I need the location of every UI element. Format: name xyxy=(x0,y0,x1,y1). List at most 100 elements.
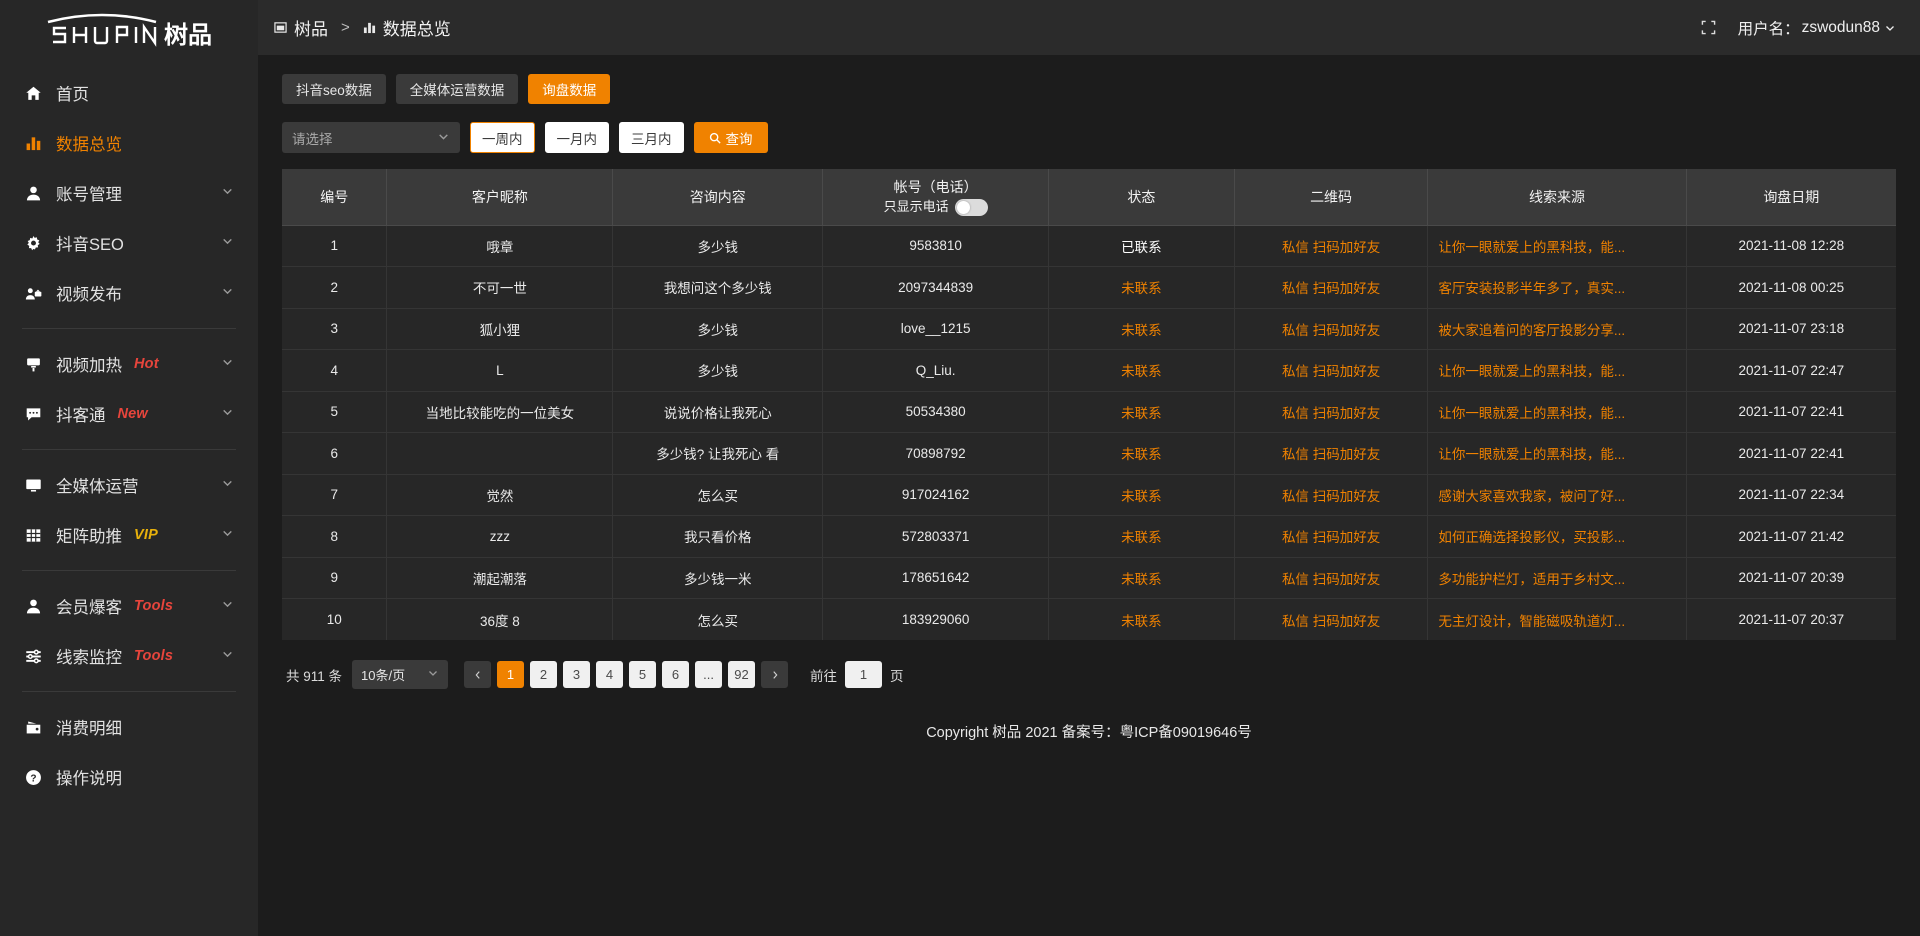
cell-qr[interactable]: 私信 扫码加好友 xyxy=(1234,557,1429,599)
sidebar-item-label: 数据总览 xyxy=(56,136,122,154)
cell-source[interactable]: 让你一眼就爱上的黑科技，能... xyxy=(1427,349,1687,392)
table-row[interactable]: 7 觉然 怎么买 917024162 未联系 私信 扫码加好友 感谢大家喜欢我家，被问了好.… xyxy=(282,474,1896,516)
pagination-page-92[interactable]: 92 xyxy=(728,661,756,688)
sidebar-item-4[interactable]: 视频发布 xyxy=(0,268,258,318)
cell-qr[interactable]: 私信 扫码加好友 xyxy=(1234,474,1429,516)
cell-source[interactable]: 让你一眼就爱上的黑科技，能... xyxy=(1427,432,1687,475)
inquiry-table: 编号 客户昵称 咨询内容 帐号（电话） 只显示电话 xyxy=(282,169,1896,640)
breadcrumb: 树品 > 数据总览 xyxy=(274,15,451,40)
sidebar-item-label: 全媒体运营 xyxy=(56,478,139,496)
col-header-inquiry[interactable]: 咨询内容 xyxy=(612,169,824,226)
monitor-icon xyxy=(22,477,44,494)
table-row[interactable]: 3 狐小狸 多少钱 love__1215 未联系 私信 扫码加好友 被大家追着问的客厅投影分… xyxy=(282,308,1896,350)
pagination-page-...[interactable]: ... xyxy=(695,661,723,688)
topbar: 树品 > 数据总览 用户名： zswodun88 xyxy=(258,0,1920,56)
sidebar-item-7[interactable]: 全媒体运营 xyxy=(0,460,258,510)
sidebar-item-2[interactable]: 账号管理 xyxy=(0,168,258,218)
chevron-down-icon[interactable] xyxy=(221,647,234,666)
breadcrumb-item-current[interactable]: 数据总览 xyxy=(363,15,451,40)
tab-2[interactable]: 询盘数据 xyxy=(528,74,611,104)
cell-qr[interactable]: 私信 扫码加好友 xyxy=(1234,598,1429,640)
sidebar-item-8[interactable]: 矩阵助推 VIP xyxy=(0,510,258,560)
sidebar-item-0[interactable]: 首页 xyxy=(0,68,258,118)
sidebar-item-9[interactable]: 会员爆客 Tools xyxy=(0,581,258,631)
pagination-page-3[interactable]: 3 xyxy=(563,661,591,688)
cell-qr[interactable]: 私信 扫码加好友 xyxy=(1234,349,1429,392)
date-range-button-1[interactable]: 一月内 xyxy=(544,122,609,153)
table-row[interactable]: 8 zzz 我只看价格 572803371 未联系 私信 扫码加好友 如何正确选择投影仪，买… xyxy=(282,515,1896,558)
cell-source[interactable]: 让你一眼就爱上的黑科技，能... xyxy=(1427,391,1687,433)
cell-source[interactable]: 感谢大家喜欢我家，被问了好... xyxy=(1427,474,1687,516)
table-row[interactable]: 1 哦章 多少钱 9583810 已联系 私信 扫码加好友 让你一眼就爱上的黑科技，能...… xyxy=(282,225,1896,267)
cell-qr[interactable]: 私信 扫码加好友 xyxy=(1234,391,1429,433)
cell-source[interactable]: 多功能护栏灯，适用于乡村文... xyxy=(1427,557,1687,599)
tab-1[interactable]: 全媒体运营数据 xyxy=(395,74,519,104)
sidebar-item-1[interactable]: 数据总览 xyxy=(0,118,258,168)
sidebar-item-6[interactable]: 抖客通 New xyxy=(0,389,258,439)
cell-id: 6 xyxy=(282,432,388,475)
cell-qr[interactable]: 私信 扫码加好友 xyxy=(1234,308,1429,350)
pagination-page-1[interactable]: 1 xyxy=(497,661,525,688)
table-row[interactable]: 2 不可一世 我想问这个多少钱 2097344839 未联系 私信 扫码加好友 客厅安装投影… xyxy=(282,266,1896,309)
col-header-status[interactable]: 状态 xyxy=(1048,169,1235,226)
pagination-page-2[interactable]: 2 xyxy=(530,661,558,688)
cell-qr[interactable]: 私信 扫码加好友 xyxy=(1234,225,1429,267)
chevron-down-icon[interactable] xyxy=(221,284,234,303)
cell-qr[interactable]: 私信 扫码加好友 xyxy=(1234,266,1429,309)
pagination-prev[interactable] xyxy=(464,661,492,688)
sidebar-item-10[interactable]: 线索监控 Tools xyxy=(0,631,258,681)
cell-source[interactable]: 客厅安装投影半年多了，真实... xyxy=(1427,266,1687,309)
pagination-jump-input[interactable]: 1 xyxy=(845,661,883,688)
col-header-date[interactable]: 询盘日期 xyxy=(1686,169,1896,226)
sidebar-item-12[interactable]: ? 操作说明 xyxy=(0,752,258,802)
cell-source[interactable]: 让你一眼就爱上的黑科技，能... xyxy=(1427,225,1687,267)
source-select[interactable]: 请选择 xyxy=(282,122,460,153)
cell-source[interactable]: 被大家追着问的客厅投影分享... xyxy=(1427,308,1687,350)
page-size-select[interactable]: 10条/页 xyxy=(352,660,449,689)
chevron-down-icon[interactable] xyxy=(221,476,234,495)
table-row[interactable]: 10 36度 8 怎么买 183929060 未联系 私信 扫码加好友 无主灯设计，智能磁吸… xyxy=(282,598,1896,640)
cell-nickname: 36度 8 xyxy=(386,598,614,640)
cell-source[interactable]: 无主灯设计，智能磁吸轨道灯... xyxy=(1427,598,1687,640)
cell-qr[interactable]: 私信 扫码加好友 xyxy=(1234,432,1429,475)
user-menu[interactable]: 用户名： zswodun88 xyxy=(1738,17,1896,39)
cell-inquiry: 多少钱 xyxy=(612,349,824,392)
pagination-jump-unit: 页 xyxy=(890,668,904,684)
col-header-nickname[interactable]: 客户昵称 xyxy=(386,169,614,226)
table-row[interactable]: 6 多少钱? 让我死心 看 70898792 未联系 私信 扫码加好友 让你一眼就爱上的黑… xyxy=(282,432,1896,475)
brand-logo[interactable]: 树品 xyxy=(0,0,258,56)
pagination-next[interactable] xyxy=(761,661,789,688)
tab-0[interactable]: 抖音seo数据 xyxy=(282,74,386,104)
pagination-jump: 前往 1 页 xyxy=(810,661,904,688)
pagination-page-5[interactable]: 5 xyxy=(629,661,657,688)
chevron-down-icon[interactable] xyxy=(221,526,234,545)
pagination-page-6[interactable]: 6 xyxy=(662,661,690,688)
cell-date: 2021-11-07 22:41 xyxy=(1686,391,1896,433)
chevron-down-icon[interactable] xyxy=(221,597,234,616)
chevron-down-icon[interactable] xyxy=(221,234,234,253)
phone-only-toggle[interactable] xyxy=(954,198,988,216)
cell-source[interactable]: 如何正确选择投影仪，买投影... xyxy=(1427,515,1687,558)
chevron-down-icon[interactable] xyxy=(221,184,234,203)
col-header-qr[interactable]: 二维码 xyxy=(1234,169,1429,226)
table-row[interactable]: 5 当地比较能吃的一位美女 说说价格让我死心 50534380 未联系 私信 扫码加好友让… xyxy=(282,391,1896,433)
chevron-down-icon[interactable] xyxy=(221,405,234,424)
cell-qr[interactable]: 私信 扫码加好友 xyxy=(1234,515,1429,558)
table-row[interactable]: 4 L 多少钱 Q_Liu. 未联系 私信 扫码加好友 让你一眼就爱上的黑科技，能... 20… xyxy=(282,349,1896,392)
fullscreen-icon[interactable] xyxy=(1701,20,1716,35)
sidebar-item-3[interactable]: 抖音SEO xyxy=(0,218,258,268)
sidebar-item-5[interactable]: 视频加热 Hot xyxy=(0,339,258,389)
sidebar-item-11[interactable]: 消费明细 xyxy=(0,702,258,752)
sidebar-item-badge: Tools xyxy=(134,648,174,664)
main-area: 树品 > 数据总览 用户名： zswodun88 xyxy=(258,0,1920,936)
col-header-id[interactable]: 编号 xyxy=(282,169,388,226)
table-row[interactable]: 9 潮起潮落 多少钱一米 178651642 未联系 私信 扫码加好友 多功能护栏灯，适用于… xyxy=(282,557,1896,599)
date-range-button-0[interactable]: 一周内 xyxy=(470,122,535,153)
breadcrumb-item-root[interactable]: 树品 xyxy=(274,15,328,40)
chevron-down-icon[interactable] xyxy=(221,355,234,374)
cell-inquiry: 说说价格让我死心 xyxy=(612,391,824,433)
col-header-source[interactable]: 线索来源 xyxy=(1427,169,1687,226)
date-range-button-2[interactable]: 三月内 xyxy=(619,122,684,153)
query-button[interactable]: 查询 xyxy=(693,122,768,153)
pagination-page-4[interactable]: 4 xyxy=(596,661,624,688)
